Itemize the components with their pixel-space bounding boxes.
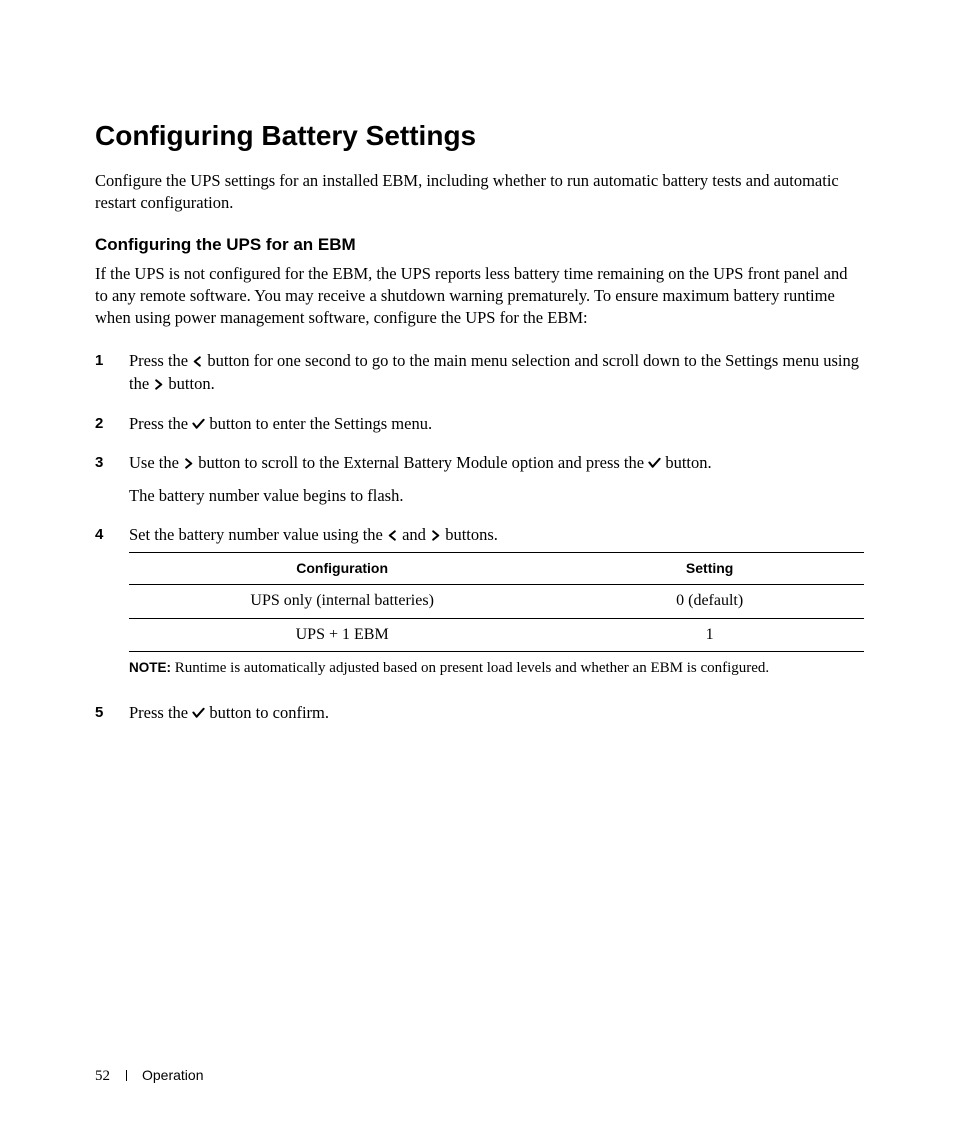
step-1: Press the button for one second to go to… [95,349,864,395]
note-text: Runtime is automatically adjusted based … [171,660,769,676]
section-body: If the UPS is not configured for the EBM… [95,263,864,330]
step-text: button to enter the Settings menu. [205,414,432,433]
table-cell: 0 (default) [555,585,864,618]
configuration-table: Configuration Setting UPS only (internal… [129,552,864,652]
footer-section: Operation [142,1067,203,1083]
less-than-icon [387,530,398,541]
step-text: Set the battery number value using the [129,525,387,544]
table-cell: 1 [555,618,864,651]
step-2: Press the button to enter the Settings m… [95,412,864,435]
footer-divider [126,1070,127,1081]
step-4: Set the battery number value using the a… [95,523,864,679]
step-text: Use the [129,453,183,472]
step-3: Use the button to scroll to the External… [95,451,864,507]
step-text: button. [164,374,214,393]
step-3-followup: The battery number value begins to flash… [129,484,864,507]
greater-than-icon [183,458,194,469]
step-text: button to scroll to the External Battery… [194,453,648,472]
greater-than-icon [430,530,441,541]
table-header-setting: Setting [555,552,864,585]
intro-paragraph: Configure the UPS settings for an instal… [95,170,864,215]
step-text: and [398,525,430,544]
checkmark-icon [192,707,205,719]
step-text: Press the [129,351,192,370]
document-page: Configuring Battery Settings Configure t… [0,0,954,1145]
step-text: button for one second to go to the main … [129,351,859,393]
table-header-configuration: Configuration [129,552,555,585]
step-text: buttons. [441,525,498,544]
page-number: 52 [95,1068,110,1085]
step-text: Press the [129,703,192,722]
table-cell: UPS + 1 EBM [129,618,555,651]
checkmark-icon [192,418,205,430]
page-footer: 52 Operation [95,1067,203,1085]
page-title: Configuring Battery Settings [95,120,864,152]
greater-than-icon [153,379,164,390]
less-than-icon [192,356,203,367]
table-header-row: Configuration Setting [129,552,864,585]
step-text: button to confirm. [205,703,329,722]
checkmark-icon [648,457,661,469]
table-row: UPS only (internal batteries) 0 (default… [129,585,864,618]
step-text: button. [661,453,711,472]
note-label: NOTE: [129,660,171,675]
steps-list: Press the button for one second to go to… [95,349,864,723]
table-row: UPS + 1 EBM 1 [129,618,864,651]
step-text: Press the [129,414,192,433]
table-note: NOTE: Runtime is automatically adjusted … [129,658,864,678]
section-heading: Configuring the UPS for an EBM [95,235,864,255]
table-cell: UPS only (internal batteries) [129,585,555,618]
step-5: Press the button to confirm. [95,701,864,724]
